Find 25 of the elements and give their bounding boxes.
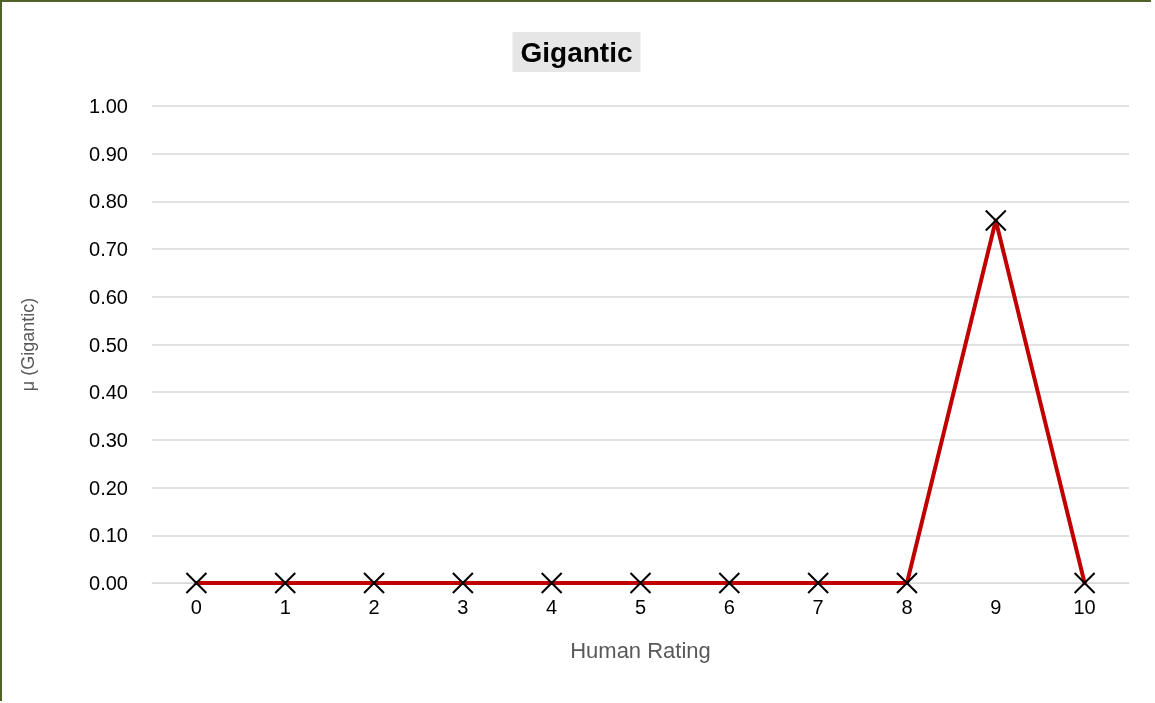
x-tick-label: 8	[901, 596, 913, 618]
y-tick-label: 1.00	[89, 95, 128, 117]
y-axis-title: μ (Gigantic)	[18, 297, 38, 392]
y-tick-label: 0.30	[89, 428, 128, 451]
x-tick-label: 0	[190, 596, 202, 618]
x-tick-label: 9	[990, 596, 1002, 618]
x-tick-label: 2	[368, 596, 380, 618]
x-tick-label: 4	[546, 596, 558, 618]
x-tick-label: 3	[457, 596, 469, 618]
y-tick-label: 0.70	[89, 238, 128, 261]
y-tick-label: 0.40	[89, 381, 128, 404]
x-axis-title: Human Rating	[570, 637, 711, 663]
x-tick-label: 6	[723, 596, 735, 618]
x-tick-label: 10	[1073, 596, 1096, 618]
y-tick-label: 0.20	[89, 476, 128, 499]
y-tick-label: 0.00	[89, 572, 128, 594]
x-tick-label: 5	[634, 596, 647, 618]
y-tick-label: 0.10	[89, 524, 128, 547]
chart-title: Gigantic	[520, 36, 633, 68]
y-tick-label: 0.80	[89, 190, 128, 213]
y-tick-label: 0.60	[89, 285, 128, 308]
x-tick-label: 7	[812, 596, 824, 618]
y-tick-label: 0.90	[89, 142, 128, 165]
x-tick-label: 1	[279, 596, 291, 618]
y-tick-label: 0.50	[89, 333, 128, 356]
